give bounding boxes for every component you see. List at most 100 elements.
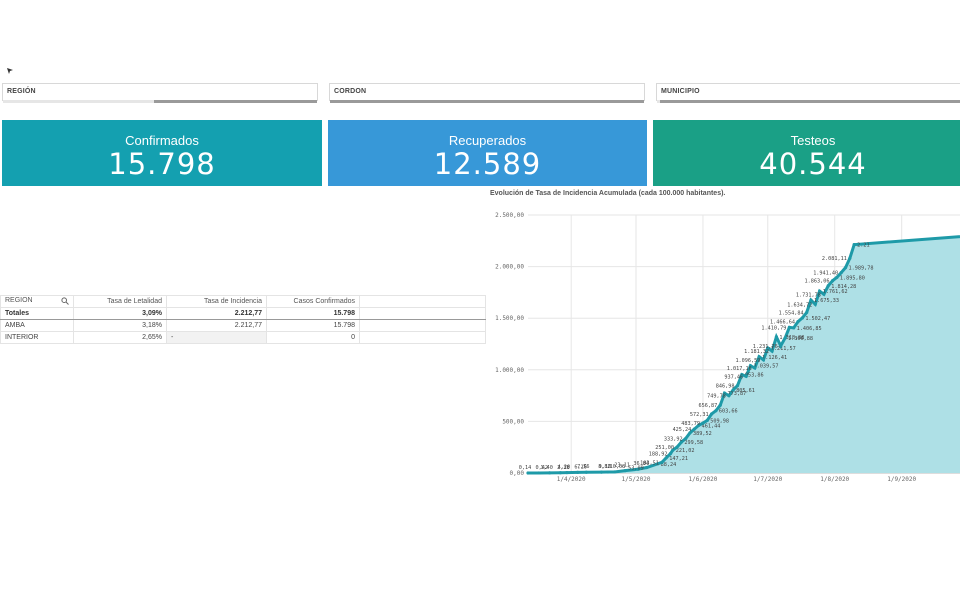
data-point [714, 409, 718, 413]
data-label: 1.814,28 [831, 284, 856, 290]
filter-municipio[interactable]: MUNICIPIO [656, 83, 960, 103]
y-tick-label: 1.500,00 [495, 315, 524, 322]
data-point [761, 358, 766, 362]
data-point [735, 383, 740, 388]
kpi-recuperados[interactable]: Recuperados 12.589 [328, 120, 647, 186]
search-icon[interactable] [61, 296, 69, 307]
column-header-region[interactable]: REGION [0, 295, 74, 308]
data-label: 1.863,06 [805, 279, 830, 285]
filter-cordon[interactable]: CORDON [329, 83, 645, 103]
data-label: 221,02 [676, 448, 695, 454]
data-label: 36,84 [633, 461, 649, 467]
data-label: 23,11 [614, 463, 630, 469]
data-point [722, 391, 727, 395]
data-label: 1.941,40 [813, 271, 838, 277]
data-point [679, 440, 683, 444]
kpi-testeos-value: 40.544 [759, 147, 867, 181]
data-label: 53,09 [628, 466, 644, 472]
row-letalidad: 3,18% [73, 319, 167, 332]
data-point [830, 279, 835, 283]
data-label: 1.126,41 [762, 355, 787, 361]
data-label: 10,08 [610, 464, 626, 470]
data-point [835, 275, 839, 279]
row-region[interactable]: INTERIOR [0, 331, 74, 344]
y-tick-label: 2.000,00 [495, 264, 524, 271]
row-casos: 0 [266, 331, 360, 344]
filter-region-bar [3, 100, 317, 103]
table-row[interactable]: INTERIOR 2,65% - 0 [0, 331, 486, 344]
data-point [839, 271, 843, 275]
data-point [740, 372, 744, 377]
filter-region[interactable]: REGIÓN [2, 83, 318, 103]
table-spacer-cell [359, 331, 486, 344]
chart-area [528, 236, 960, 473]
filter-cordon-bar [330, 100, 644, 103]
data-point [718, 403, 722, 407]
table-spacer-header [359, 295, 486, 308]
data-point [692, 427, 696, 431]
data-label: 1.634,72 [787, 302, 812, 308]
data-label: 1.989,78 [849, 266, 874, 272]
data-point [599, 470, 604, 474]
data-label: 8,82 [598, 464, 611, 470]
data-point [705, 418, 709, 422]
x-tick-label: 1/9/2020 [887, 476, 916, 483]
data-label: 2.21 [857, 243, 870, 249]
filter-bar: REGIÓN CORDON MUNICIPIO [0, 83, 960, 103]
data-point [748, 364, 753, 368]
data-point [688, 431, 692, 435]
data-point [843, 266, 848, 270]
data-point [805, 310, 809, 315]
filter-region-fill [153, 100, 317, 103]
x-tick-label: 1/4/2020 [557, 476, 586, 483]
data-label: 0,42 [536, 465, 549, 471]
data-point [668, 451, 673, 456]
data-label: 572,31 [690, 412, 709, 418]
data-label: 953,86 [745, 373, 764, 379]
data-point [757, 355, 761, 359]
data-point [727, 394, 731, 398]
data-label: 603,66 [719, 409, 738, 415]
incidence-chart[interactable]: 2.500,00 2.000,00 1.500,00 1.000,00 500,00 0,… [490, 205, 960, 490]
data-label: 389,52 [693, 431, 712, 437]
data-point [852, 243, 856, 247]
data-label: 846,98 [716, 384, 735, 390]
data-label: 1.181,32 [744, 349, 769, 355]
totals-label: Totales [0, 307, 74, 320]
data-point [671, 448, 675, 452]
data-label: 1.406,85 [797, 326, 822, 332]
column-header-letalidad[interactable]: Tasa de Letalidad [73, 295, 167, 308]
data-point [809, 298, 813, 302]
data-point [753, 366, 757, 370]
data-point [822, 292, 826, 296]
data-point [623, 469, 627, 473]
data-point [636, 467, 640, 471]
row-region[interactable]: AMBA [0, 319, 74, 332]
kpi-testeos[interactable]: Testeos 40.544 [653, 120, 960, 186]
data-point [697, 423, 701, 427]
data-point [684, 436, 688, 441]
data-point [766, 346, 770, 350]
column-header-incidencia[interactable]: Tasa de Incidencia [166, 295, 267, 308]
column-header-casos[interactable]: Casos Confirmados [266, 295, 360, 308]
data-label: 2,38 [557, 465, 570, 471]
filter-cordon-label: CORDON [334, 88, 367, 95]
x-tick-label: 1/5/2020 [622, 476, 651, 483]
table-header-row: REGION Tasa de Letalidad Tasa de Inciden… [0, 295, 486, 308]
data-point [660, 460, 664, 464]
data-label: 1.306,88 [788, 336, 813, 342]
filter-municipio-fill [660, 100, 960, 103]
data-label: 1.554,84 [779, 311, 804, 317]
kpi-confirmados[interactable]: Confirmados 15.798 [2, 120, 322, 186]
chart-title: Evolución de Tasa de Incidencia Acumulad… [490, 190, 726, 197]
table-spacer-cell [359, 319, 486, 332]
data-point [584, 470, 588, 474]
data-label: 1.502,47 [805, 316, 830, 322]
data-label: 6,16 [574, 464, 587, 470]
data-label: 1.410,79 [761, 325, 786, 331]
totals-incidencia: 2.212,77 [166, 307, 267, 320]
row-incidencia: 2.212,77 [166, 319, 267, 332]
table-row[interactable]: AMBA 3,18% 2.212,77 15.798 [0, 319, 486, 332]
kpi-confirmados-value: 15.798 [108, 147, 216, 181]
data-label: 9,10 [599, 464, 612, 470]
